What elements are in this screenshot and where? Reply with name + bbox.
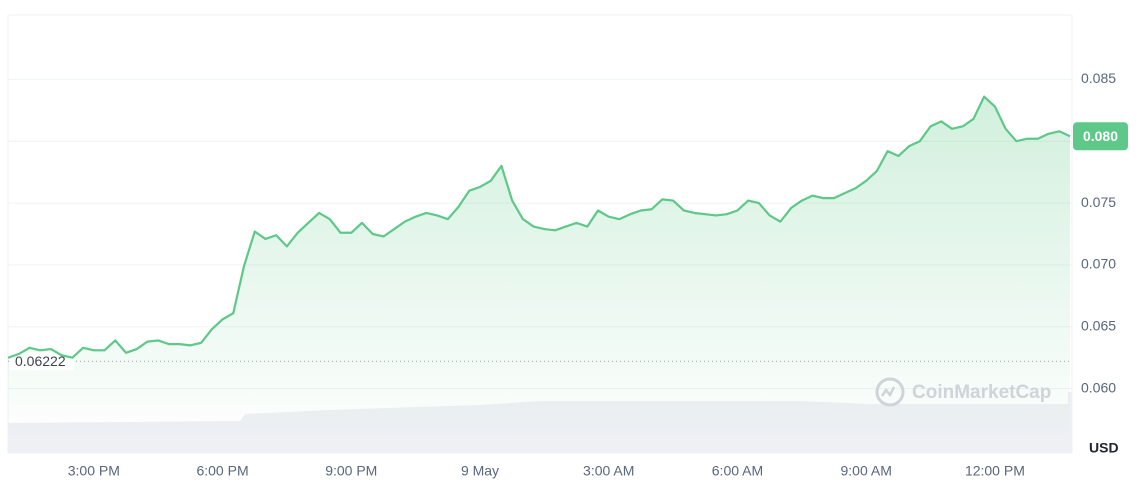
y-tick-label: 0.085 <box>1081 70 1116 86</box>
y-tick-label: 0.075 <box>1081 194 1116 210</box>
x-tick-label: 6:00 AM <box>712 463 763 479</box>
current-price-label: 0.080 <box>1083 128 1118 144</box>
unit-label: USD <box>1089 440 1119 456</box>
x-tick-label: 12:00 PM <box>965 463 1025 479</box>
x-tick-label: 9:00 PM <box>325 463 377 479</box>
area <box>8 96 1070 453</box>
reference-label: 0.06222 <box>15 353 66 369</box>
current-price-badge <box>1073 122 1128 151</box>
line <box>7 95 1071 359</box>
labels: 0.060 0.065 0.070 0.075 0.080 0.085 3:00 PM 6:0… <box>68 70 1128 479</box>
x-tick-label: 9 May <box>461 463 499 479</box>
y-tick-label: 0.060 <box>1081 379 1116 395</box>
x-tick-label: 6:00 PM <box>196 463 248 479</box>
reference-label-bg <box>10 352 74 371</box>
price-line <box>7 95 1071 359</box>
y-tick-label: 0.070 <box>1081 256 1116 272</box>
watermark: CoinMarketCap <box>875 377 1051 407</box>
x-tick-label: 3:00 AM <box>583 463 634 479</box>
price-area <box>8 96 1070 453</box>
reference: 0.06222 <box>8 352 1070 371</box>
watermark-text: CoinMarketCap <box>912 382 1051 403</box>
x-tick-label: 9:00 AM <box>840 463 891 479</box>
x-tick-label: 3:00 PM <box>68 463 120 479</box>
y-tick-label: 0.065 <box>1081 317 1116 333</box>
